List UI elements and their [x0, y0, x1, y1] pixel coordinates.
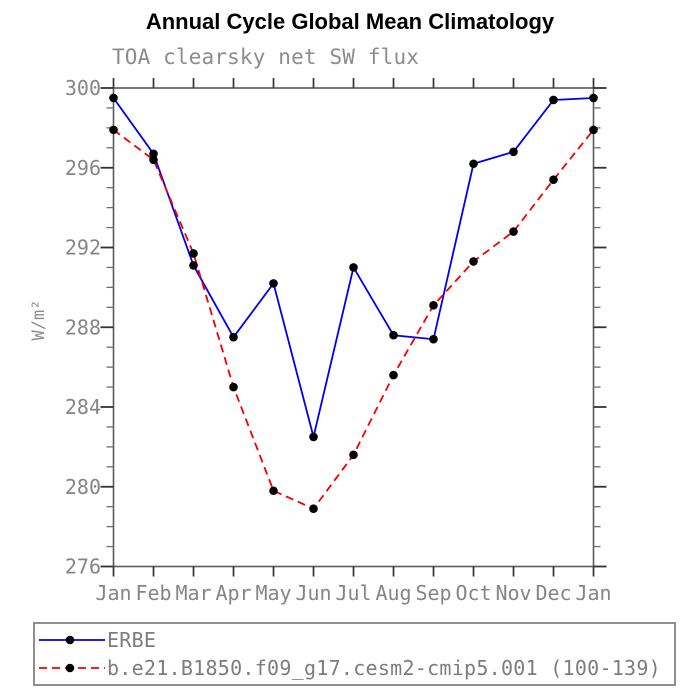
x-tick-label: Jan — [575, 581, 611, 605]
y-tick-label: 276 — [65, 555, 101, 579]
x-tick-label: Jun — [295, 581, 331, 605]
data-point-1-Jan — [109, 125, 118, 135]
page-title: Annual Cycle Global Mean Climatology — [145, 9, 555, 34]
x-tick-label: May — [255, 581, 291, 605]
y-tick-label: 296 — [65, 156, 101, 180]
x-tick-label: Apr — [215, 581, 251, 605]
data-point-0-Feb — [149, 149, 158, 159]
data-point-1-Nov — [509, 227, 518, 236]
plot-box — [112, 87, 595, 568]
data-point-0-Jul — [349, 263, 358, 272]
x-tick-label: Oct — [455, 581, 491, 605]
x-tick-label: Sep — [415, 581, 451, 605]
data-point-1-Sep — [429, 301, 438, 310]
y-tick-label: 288 — [65, 315, 101, 339]
legend-row-erbe: ERBE — [35, 626, 674, 654]
model-dashed-line-sample-icon — [39, 663, 105, 673]
x-tick-label: Jul — [335, 581, 371, 605]
x-tick-label: Dec — [535, 581, 571, 605]
x-tick-label: Feb — [135, 581, 171, 605]
data-point-1-Jul — [349, 450, 358, 460]
legend-label-erbe: ERBE — [107, 628, 157, 652]
data-point-0-Mar — [189, 261, 198, 270]
data-point-0-May — [269, 279, 278, 288]
plot-area: Jan Feb Mar Apr May Jun Jul Aug Sep Oct Nov Dec Jan2… — [65, 76, 612, 605]
data-point-1-May — [269, 486, 278, 496]
data-point-0-Aug — [389, 330, 398, 340]
y-tick-label: 292 — [65, 236, 101, 260]
data-point-1-Aug — [389, 370, 398, 380]
y-tick-label: 300 — [65, 76, 101, 100]
data-point-0-Nov — [509, 147, 518, 157]
y-tick-label: 284 — [65, 395, 101, 419]
data-point-1-Dec — [549, 175, 558, 185]
data-point-1-Oct — [469, 257, 478, 266]
y-tick-label: 280 — [65, 475, 101, 499]
data-point-1-Feb — [149, 155, 158, 165]
erbe-line-sample-icon — [39, 635, 105, 645]
data-point-1-Jan — [589, 125, 598, 135]
legend-label-model: b.e21.B1850.f09_g17.cesm2-cmip5.001 (100… — [107, 656, 661, 680]
data-point-0-Sep — [429, 334, 438, 344]
data-point-0-Apr — [229, 332, 238, 342]
x-tick-label: Jan — [95, 581, 131, 605]
data-point-1-Apr — [229, 382, 238, 392]
data-point-1-Mar — [189, 249, 198, 258]
legend: ERBE b.e21.B1850.f09_g17.cesm2-cmip5.001… — [33, 622, 676, 686]
data-point-0-Oct — [469, 159, 478, 169]
x-tick-label: Nov — [495, 581, 531, 605]
x-tick-label: Mar — [175, 581, 211, 605]
legend-row-model: b.e21.B1850.f09_g17.cesm2-cmip5.001 (100… — [35, 654, 674, 682]
data-point-0-Jan — [589, 93, 598, 103]
x-tick-label: Aug — [375, 581, 411, 605]
data-point-0-Jan — [109, 93, 118, 103]
data-point-0-Dec — [549, 95, 558, 105]
data-point-0-Jun — [309, 432, 318, 442]
data-point-1-Jun — [309, 504, 318, 513]
chart-subtitle: TOA clearsky net SW flux — [112, 45, 420, 69]
